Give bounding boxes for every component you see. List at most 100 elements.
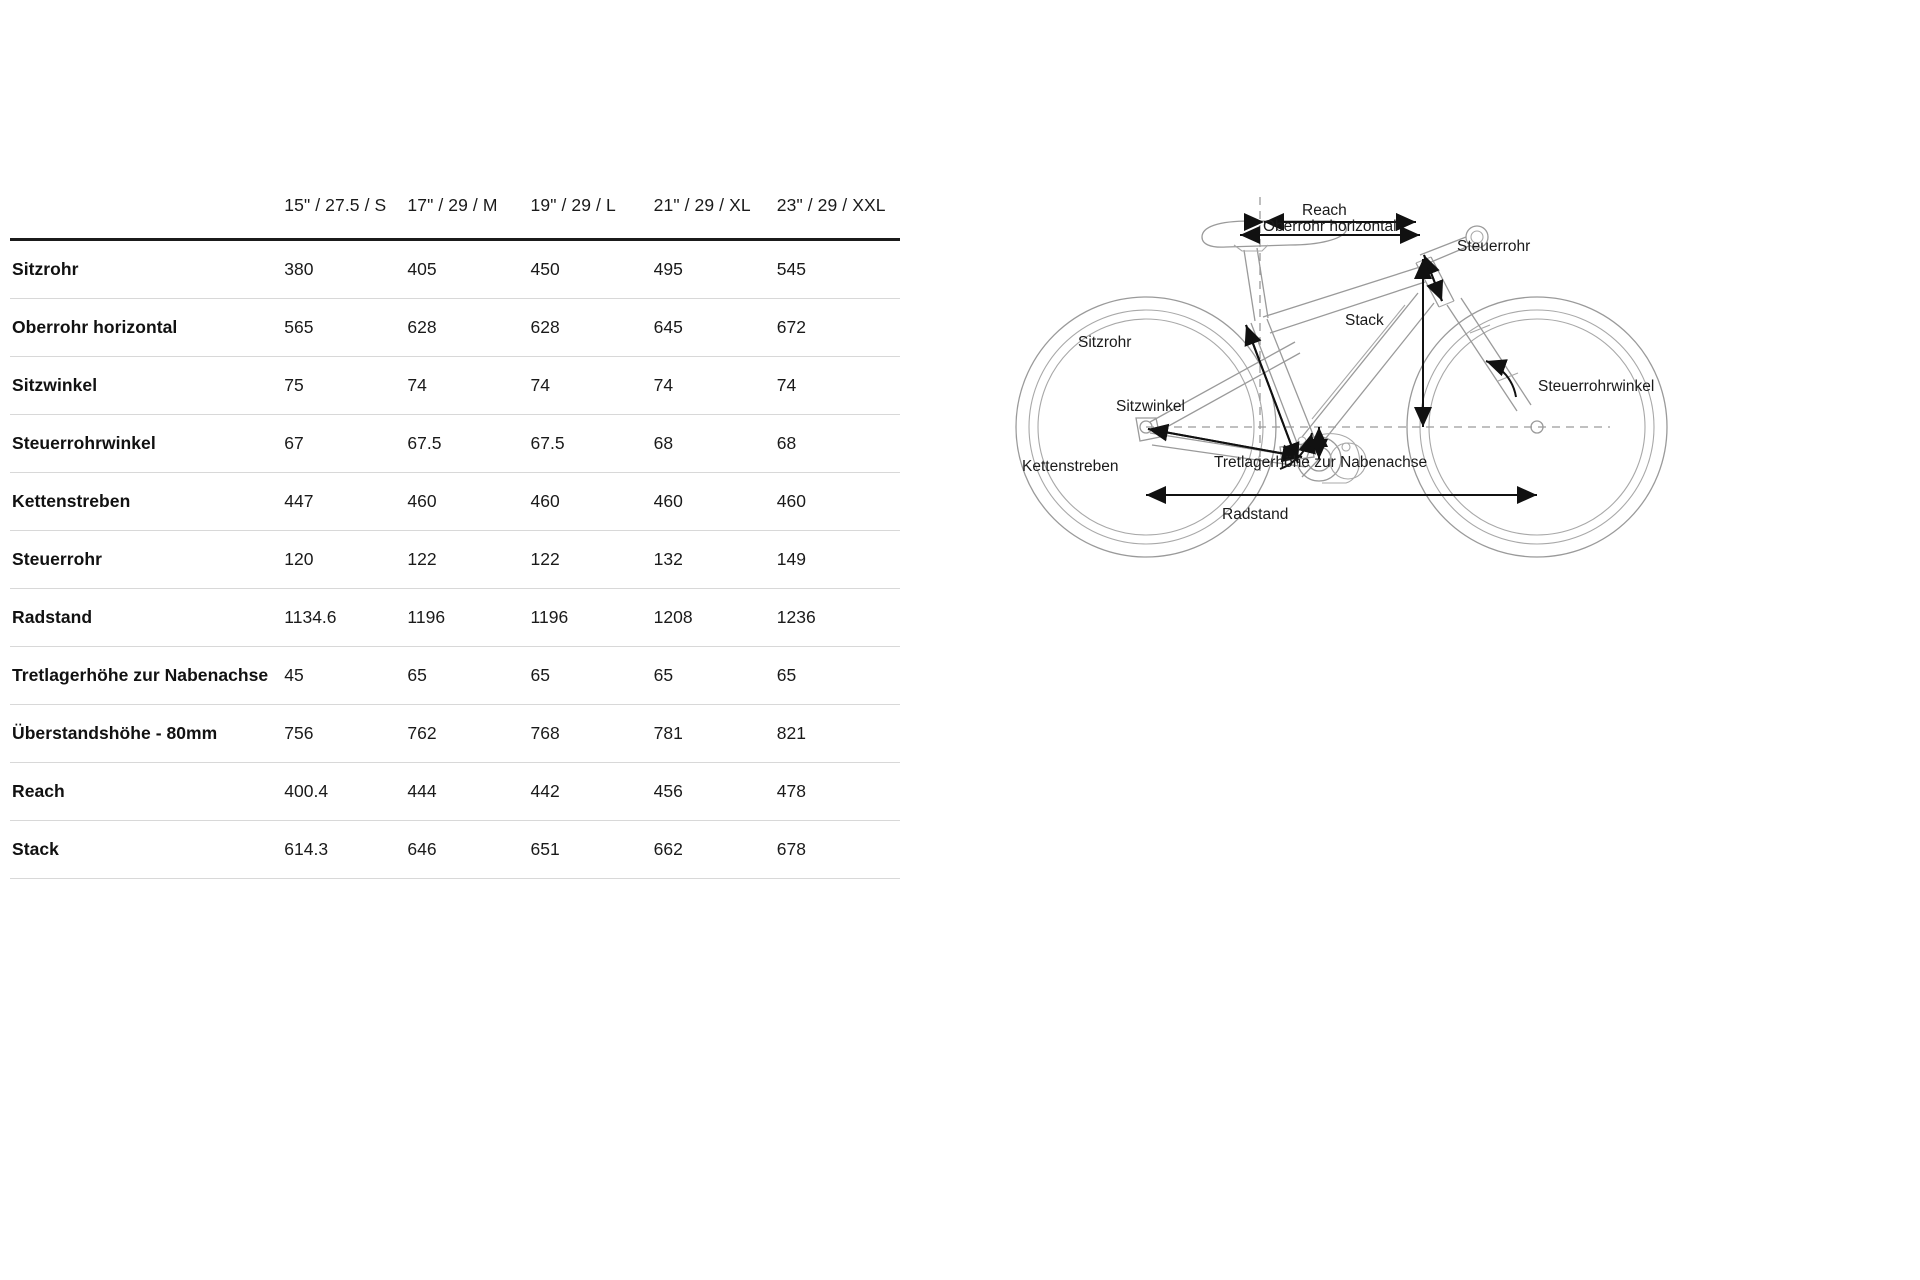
cell-value: 768 bbox=[530, 723, 560, 743]
table-row: Steuerrohrwinkel 67 67.5 67.5 68 68 bbox=[10, 415, 900, 473]
cell-value: 1196 bbox=[407, 607, 446, 627]
row-label: Reach bbox=[12, 781, 65, 801]
row-label: Kettenstreben bbox=[12, 491, 131, 511]
row-label: Überstandshöhe - 80mm bbox=[12, 723, 218, 743]
cell-value: 149 bbox=[776, 549, 806, 569]
bicycle-geometry-diagram: Reach Oberrohr horizontal Steuerrohr Ste… bbox=[950, 175, 1910, 595]
cell-value: 74 bbox=[407, 375, 427, 395]
cell-value: 444 bbox=[407, 781, 437, 801]
cell-value: 122 bbox=[530, 549, 560, 569]
cell-value: 74 bbox=[776, 375, 797, 395]
cell-value: 762 bbox=[407, 723, 437, 743]
column-header-size-xl: 21" / 29 / XL bbox=[653, 195, 751, 215]
cell-value: 781 bbox=[653, 723, 683, 743]
seat-tube-dimension bbox=[1244, 324, 1300, 464]
cell-value: 120 bbox=[284, 549, 314, 569]
table-row: Überstandshöhe - 80mm 756 762 768 781 82… bbox=[10, 705, 900, 763]
reach-label: Reach bbox=[1302, 202, 1347, 219]
cell-value: 460 bbox=[776, 491, 806, 511]
cell-value: 614.3 bbox=[284, 839, 329, 859]
cell-value: 122 bbox=[407, 549, 437, 569]
cell-value: 821 bbox=[776, 723, 806, 743]
stack-label: Stack bbox=[1345, 312, 1384, 329]
chainstay-dimension bbox=[1147, 423, 1303, 463]
row-label: Sitzrohr bbox=[12, 259, 79, 279]
cell-value: 1236 bbox=[776, 607, 816, 627]
cell-value: 380 bbox=[284, 259, 314, 279]
cell-value: 67 bbox=[284, 433, 304, 453]
cell-value: 456 bbox=[653, 781, 683, 801]
cell-value: 1208 bbox=[653, 607, 693, 627]
column-header-size-xxl: 23" / 29 / XXL bbox=[776, 195, 886, 215]
column-header-measure bbox=[10, 195, 284, 240]
table-row: Reach 400.4 444 442 456 478 bbox=[10, 763, 900, 821]
column-header-size-m: 17" / 29 / M bbox=[407, 195, 498, 215]
cell-value: 405 bbox=[407, 259, 437, 279]
table-row: Tretlagerhöhe zur Nabenachse 45 65 65 65… bbox=[10, 647, 900, 705]
cell-value: 672 bbox=[776, 317, 806, 337]
wheelbase-label: Radstand bbox=[1222, 506, 1288, 523]
cell-value: 447 bbox=[284, 491, 314, 511]
row-label: Radstand bbox=[12, 607, 93, 627]
cell-value: 460 bbox=[407, 491, 437, 511]
table-row: Steuerrohr 120 122 122 132 149 bbox=[10, 531, 900, 589]
head-tube-angle-label: Steuerrohrwinkel bbox=[1538, 378, 1654, 395]
cell-value: 132 bbox=[653, 549, 683, 569]
cell-value: 68 bbox=[776, 433, 797, 453]
chainstay-label: Kettenstreben bbox=[1022, 458, 1119, 475]
seat-angle-label: Sitzwinkel bbox=[1116, 398, 1185, 415]
cell-value: 1134.6 bbox=[284, 607, 337, 627]
cell-value: 74 bbox=[653, 375, 674, 395]
head-tube-label: Steuerrohr bbox=[1457, 238, 1530, 255]
cell-value: 756 bbox=[284, 723, 314, 743]
cell-value: 645 bbox=[653, 317, 683, 337]
seat-tube-label: Sitzrohr bbox=[1078, 334, 1131, 351]
table-row: Radstand 1134.6 1196 1196 1208 1236 bbox=[10, 589, 900, 647]
cell-value: 565 bbox=[284, 317, 314, 337]
frame-icon bbox=[1135, 220, 1532, 484]
geometry-table: 15" / 27.5 / S 17" / 29 / M 19" / 29 / L… bbox=[10, 195, 900, 879]
row-label: Sitzwinkel bbox=[12, 375, 98, 395]
cell-value: 1196 bbox=[530, 607, 569, 627]
cell-value: 65 bbox=[530, 665, 551, 685]
cell-value: 67.5 bbox=[530, 433, 565, 453]
table-row: Sitzrohr 380 405 450 495 545 bbox=[10, 240, 900, 299]
row-label: Steuerrohrwinkel bbox=[12, 433, 156, 453]
column-header-size-l: 19" / 29 / L bbox=[530, 195, 616, 215]
cell-value: 400.4 bbox=[284, 781, 329, 801]
top-tube-horizontal-label: Oberrohr horizontal bbox=[1263, 218, 1397, 235]
cell-value: 75 bbox=[284, 375, 304, 395]
table-row: Stack 614.3 646 651 662 678 bbox=[10, 821, 900, 879]
cell-value: 442 bbox=[530, 781, 560, 801]
table-row: Oberrohr horizontal 565 628 628 645 672 bbox=[10, 299, 900, 357]
cell-value: 628 bbox=[530, 317, 560, 337]
cell-value: 628 bbox=[407, 317, 437, 337]
cell-value: 478 bbox=[776, 781, 806, 801]
cell-value: 45 bbox=[284, 665, 304, 685]
row-label: Tretlagerhöhe zur Nabenachse bbox=[12, 665, 269, 685]
column-header-size-s: 15" / 27.5 / S bbox=[284, 195, 387, 215]
geometry-table-panel: 15" / 27.5 / S 17" / 29 / M 19" / 29 / L… bbox=[10, 195, 910, 879]
table-row: Sitzwinkel 75 74 74 74 74 bbox=[10, 357, 900, 415]
table-header: 15" / 27.5 / S 17" / 29 / M 19" / 29 / L… bbox=[10, 195, 900, 240]
bb-drop-label: Tretlagerhöhe zur Nabenachse bbox=[1214, 454, 1427, 471]
cell-value: 545 bbox=[776, 259, 806, 279]
cell-value: 646 bbox=[407, 839, 437, 859]
cell-value: 651 bbox=[530, 839, 560, 859]
cell-value: 460 bbox=[530, 491, 560, 511]
row-label: Stack bbox=[12, 839, 59, 859]
cell-value: 450 bbox=[530, 259, 560, 279]
cell-value: 67.5 bbox=[407, 433, 442, 453]
cell-value: 74 bbox=[530, 375, 551, 395]
cell-value: 65 bbox=[407, 665, 427, 685]
cell-value: 65 bbox=[776, 665, 797, 685]
cell-value: 662 bbox=[653, 839, 683, 859]
cell-value: 68 bbox=[653, 433, 674, 453]
row-label: Steuerrohr bbox=[12, 549, 102, 569]
cell-value: 460 bbox=[653, 491, 683, 511]
cell-value: 65 bbox=[653, 665, 674, 685]
table-row: Kettenstreben 447 460 460 460 460 bbox=[10, 473, 900, 531]
table-body: Sitzrohr 380 405 450 495 545 Oberrohr ho… bbox=[10, 240, 900, 879]
cell-value: 678 bbox=[776, 839, 806, 859]
